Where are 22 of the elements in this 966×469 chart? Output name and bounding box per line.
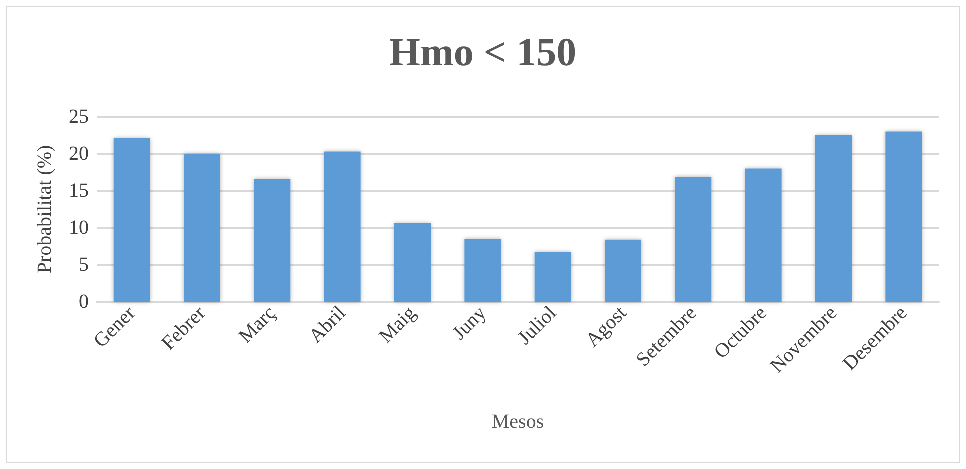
y-tick-label: 5 — [79, 254, 89, 276]
y-tick-label: 10 — [69, 217, 89, 239]
bar — [184, 154, 220, 302]
bar — [534, 252, 572, 302]
bar — [816, 136, 852, 302]
bar — [254, 179, 291, 302]
bar — [394, 224, 431, 302]
y-axis-title: Probabilitat (%) — [34, 145, 56, 274]
bar — [886, 132, 922, 302]
y-tick-label: 0 — [79, 291, 89, 313]
bar — [114, 138, 150, 302]
bar — [464, 239, 502, 302]
bar — [605, 240, 642, 302]
x-tick-label: Juny — [448, 302, 491, 344]
x-axis-title: Mesos — [492, 411, 544, 433]
y-tick-label: 15 — [69, 180, 89, 202]
bar — [675, 176, 712, 302]
y-tick-label: 20 — [69, 143, 89, 165]
y-tick-label: 25 — [69, 106, 89, 128]
bar — [745, 168, 782, 302]
chart-title: Hmo < 150 — [389, 30, 577, 74]
bar — [324, 152, 361, 302]
